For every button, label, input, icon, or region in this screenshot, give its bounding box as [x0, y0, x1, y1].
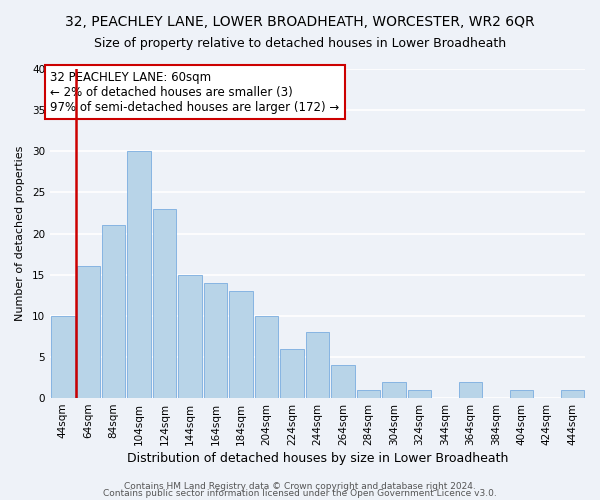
Bar [509, 390, 533, 398]
Text: Size of property relative to detached houses in Lower Broadheath: Size of property relative to detached ho… [94, 38, 506, 51]
Y-axis label: Number of detached properties: Number of detached properties [15, 146, 25, 321]
Bar [408, 390, 431, 398]
Bar [178, 274, 202, 398]
Bar [357, 390, 380, 398]
Bar [560, 390, 584, 398]
Bar [204, 283, 227, 398]
Text: 32 PEACHLEY LANE: 60sqm
← 2% of detached houses are smaller (3)
97% of semi-deta: 32 PEACHLEY LANE: 60sqm ← 2% of detached… [50, 70, 340, 114]
Bar [153, 209, 176, 398]
Text: Contains public sector information licensed under the Open Government Licence v3: Contains public sector information licen… [103, 489, 497, 498]
X-axis label: Distribution of detached houses by size in Lower Broadheath: Distribution of detached houses by size … [127, 452, 508, 465]
Bar [77, 266, 100, 398]
Bar [331, 365, 355, 398]
Text: 32, PEACHLEY LANE, LOWER BROADHEATH, WORCESTER, WR2 6QR: 32, PEACHLEY LANE, LOWER BROADHEATH, WOR… [65, 15, 535, 29]
Bar [229, 291, 253, 398]
Bar [306, 332, 329, 398]
Bar [102, 226, 125, 398]
Bar [280, 348, 304, 398]
Bar [51, 316, 74, 398]
Bar [382, 382, 406, 398]
Bar [255, 316, 278, 398]
Bar [458, 382, 482, 398]
Bar [127, 152, 151, 398]
Text: Contains HM Land Registry data © Crown copyright and database right 2024.: Contains HM Land Registry data © Crown c… [124, 482, 476, 491]
